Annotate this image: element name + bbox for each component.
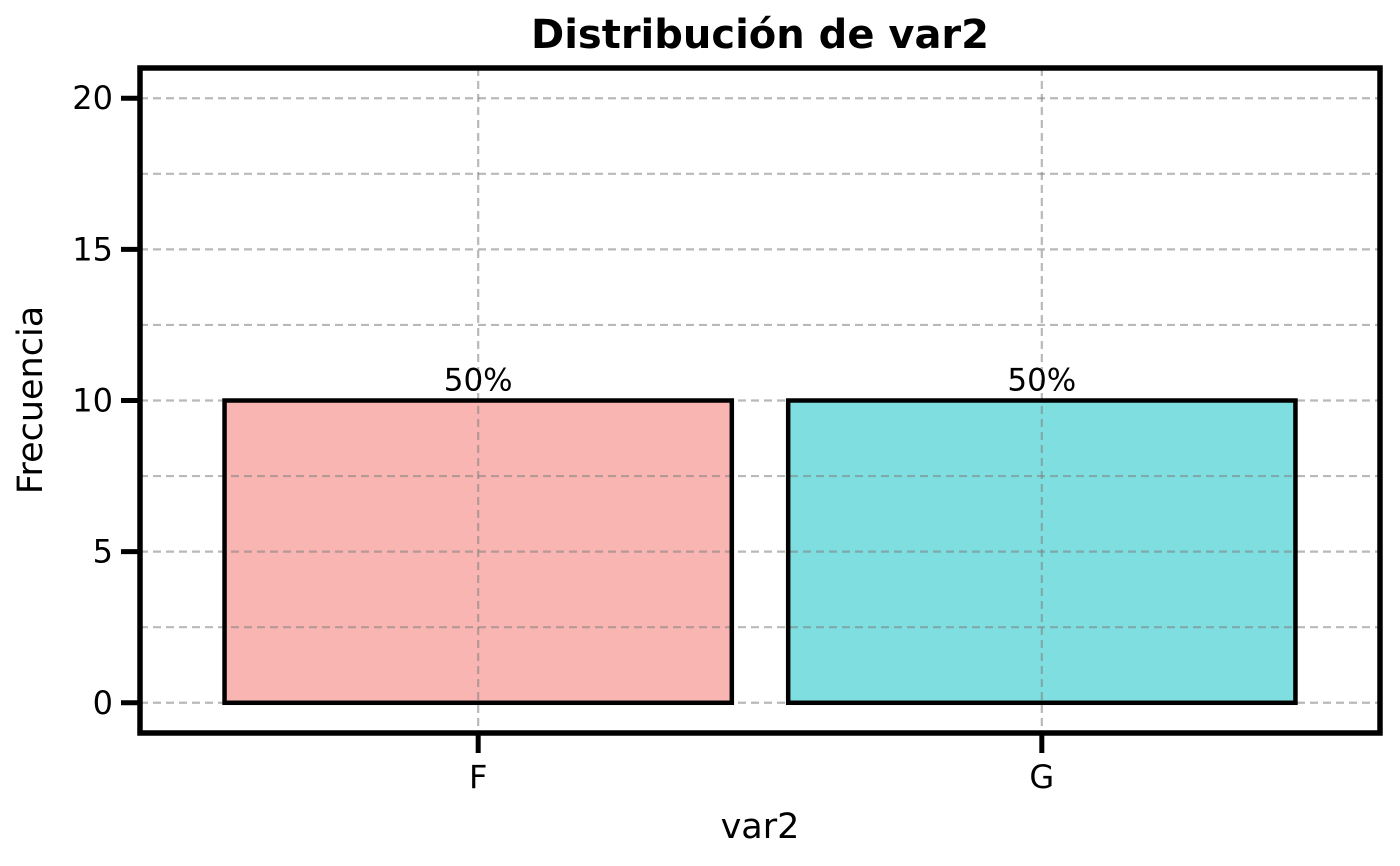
bar-outline-f <box>222 398 735 706</box>
x-axis-label: var2 <box>721 807 800 847</box>
y-tick-label: 15 <box>72 230 113 268</box>
y-tick-label: 20 <box>72 79 113 117</box>
chart-title: Distribución de var2 <box>531 12 989 58</box>
plot-area: 0 5 10 15 20 F G 50% 50% <box>72 65 1383 796</box>
x-tick-label: G <box>1029 758 1054 796</box>
bar-outline-g <box>785 398 1298 706</box>
y-tick-label: 0 <box>93 684 113 722</box>
bar-value-label: 50% <box>1007 363 1076 399</box>
y-tick-label: 10 <box>72 382 113 420</box>
x-tick-label: F <box>469 758 487 796</box>
y-axis-label: Frecuencia <box>11 306 51 494</box>
bar-value-label: 50% <box>444 363 513 399</box>
y-tick-label: 5 <box>93 533 113 571</box>
axes-spines <box>137 65 1383 736</box>
